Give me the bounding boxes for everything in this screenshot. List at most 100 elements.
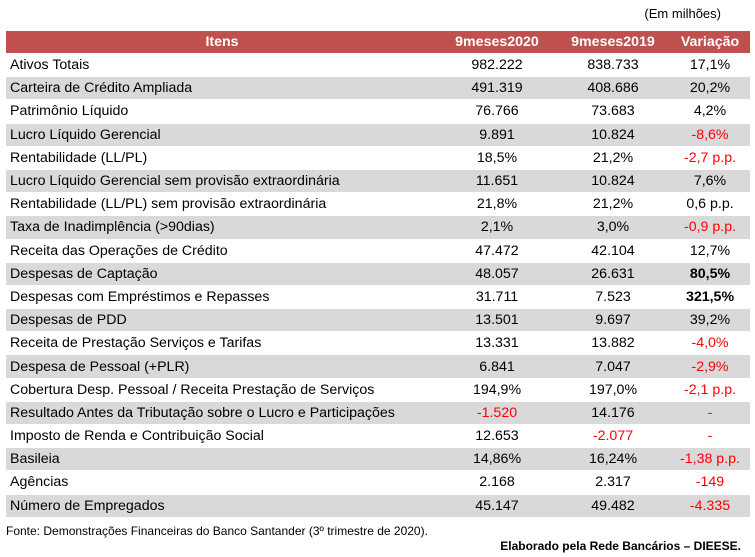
value-2019: 10.824 (556, 123, 670, 147)
row-label: Basileia (6, 447, 438, 472)
row-label: Lucro Líquido Gerencial sem provisão ext… (6, 169, 438, 194)
table-row: Carteira de Crédito Ampliada 491.319 408.6… (6, 76, 750, 101)
row-label: Resultado Antes da Tributação sobre o Lu… (6, 401, 438, 426)
value-2020: 21,8% (438, 192, 556, 217)
value-2020: 12.653 (438, 424, 556, 449)
table-row: Receita das Operações de Crédito 47.472 42… (6, 239, 750, 263)
row-label: Rentabilidade (LL/PL) sem provisão extra… (6, 192, 438, 217)
table-row: Taxa de Inadimplência (>90dias) 2,1% 3,0% -… (6, 215, 750, 240)
value-2020: 491.319 (438, 76, 556, 101)
table-row: Despesas de PDD 13.501 9.697 39,2% (6, 308, 750, 333)
value-variation: 80,5% (670, 262, 750, 286)
value-variation: -1,38 p.p. (670, 447, 750, 472)
value-2019: 838.733 (556, 53, 670, 78)
value-2019: 3,0% (556, 215, 670, 240)
row-label: Receita de Prestação Serviços e Tarifas (6, 331, 438, 356)
value-variation: 321,5% (670, 285, 750, 310)
value-2020: 13.501 (438, 308, 556, 333)
value-2019: 21,2% (556, 192, 670, 217)
row-label: Receita das Operações de Crédito (6, 239, 438, 263)
row-label: Lucro Líquido Gerencial (6, 123, 438, 147)
value-variation: 17,1% (670, 53, 750, 78)
value-2019: -2.077 (556, 424, 670, 449)
value-2019: 10.824 (556, 169, 670, 194)
source-note: Fonte: Demonstrações Financeiras do Banc… (6, 524, 428, 538)
value-2020: 18,5% (438, 146, 556, 170)
value-variation: -149 (670, 470, 750, 495)
row-label: Agências (6, 470, 438, 495)
value-variation: - (670, 401, 750, 426)
table-row: Rentabilidade (LL/PL) sem provisão extra… (6, 192, 750, 217)
table-row: Cobertura Desp. Pessoal / Receita Presta… (6, 378, 750, 402)
value-2019: 73.683 (556, 99, 670, 124)
value-2020: 194,9% (438, 378, 556, 402)
financial-table: Itens 9meses2020 9meses2019 Variação Ati… (6, 31, 750, 518)
row-label: Despesas com Empréstimos e Repasses (6, 285, 438, 310)
row-label: Rentabilidade (LL/PL) (6, 146, 438, 170)
value-2020: 9.891 (438, 123, 556, 147)
value-2019: 197,0% (556, 378, 670, 402)
value-2020: 14,86% (438, 447, 556, 472)
table-body: Ativos Totais 982.222 838.733 17,1% Carteira… (6, 53, 750, 518)
value-variation: -8,6% (670, 123, 750, 147)
value-2020: -1.520 (438, 401, 556, 426)
value-2019: 2.317 (556, 470, 670, 495)
header-variation: Variação (670, 31, 750, 54)
table-row: Lucro Líquido Gerencial sem provisão ext… (6, 169, 750, 194)
value-2019: 49.482 (556, 494, 670, 518)
credit-note: Elaborado pela Rede Bancários – DIEESE. (500, 539, 741, 553)
value-2020: 76.766 (438, 99, 556, 124)
value-variation: 7,6% (670, 169, 750, 194)
row-label: Carteira de Crédito Ampliada (6, 76, 438, 101)
header-2020: 9meses2020 (438, 31, 556, 54)
row-label: Despesas de Captação (6, 262, 438, 286)
row-label: Taxa de Inadimplência (>90dias) (6, 215, 438, 240)
unit-note: (Em milhões) (644, 6, 721, 21)
table-row: Patrimônio Líquido 76.766 73.683 4,2% (6, 99, 750, 124)
value-variation: 39,2% (670, 308, 750, 333)
value-variation: 12,7% (670, 239, 750, 263)
row-label: Número de Empregados (6, 494, 438, 518)
value-variation: 20,2% (670, 76, 750, 101)
table-header-row: Itens 9meses2020 9meses2019 Variação (6, 31, 750, 54)
value-variation: -2,7 p.p. (670, 146, 750, 170)
header-items: Itens (6, 31, 438, 54)
value-2019: 42.104 (556, 239, 670, 263)
table-row: Receita de Prestação Serviços e Tarifas 1… (6, 331, 750, 356)
table-row: Agências 2.168 2.317 -149 (6, 470, 750, 495)
row-label: Cobertura Desp. Pessoal / Receita Presta… (6, 378, 438, 402)
value-2019: 16,24% (556, 447, 670, 472)
table-row: Resultado Antes da Tributação sobre o Lu… (6, 401, 750, 426)
value-2019: 13.882 (556, 331, 670, 356)
value-variation: - (670, 424, 750, 449)
table-row: Despesa de Pessoal (+PLR) 6.841 7.047 -2,9% (6, 354, 750, 379)
value-2020: 6.841 (438, 354, 556, 379)
value-variation: -2,9% (670, 354, 750, 379)
row-label: Despesas de PDD (6, 308, 438, 333)
value-2019: 408.686 (556, 76, 670, 101)
value-2020: 47.472 (438, 239, 556, 263)
value-variation: -0,9 p.p. (670, 215, 750, 240)
value-2019: 7.047 (556, 354, 670, 379)
value-2019: 9.697 (556, 308, 670, 333)
value-2019: 26.631 (556, 262, 670, 286)
value-2020: 13.331 (438, 331, 556, 356)
row-label: Despesa de Pessoal (+PLR) (6, 354, 438, 379)
value-2019: 14.176 (556, 401, 670, 426)
table-row: Basileia 14,86% 16,24% -1,38 p.p. (6, 447, 750, 472)
row-label: Imposto de Renda e Contribuição Social (6, 424, 438, 449)
table-row: Rentabilidade (LL/PL) 18,5% 21,2% -2,7 p.p. (6, 146, 750, 170)
value-2020: 2.168 (438, 470, 556, 495)
value-2019: 7.523 (556, 285, 670, 310)
row-label: Patrimônio Líquido (6, 99, 438, 124)
table-row: Número de Empregados 45.147 49.482 -4.335 (6, 494, 750, 518)
table-row: Lucro Líquido Gerencial 9.891 10.824 -8,6% (6, 123, 750, 147)
value-variation: -4.335 (670, 494, 750, 518)
value-variation: -4,0% (670, 331, 750, 356)
value-variation: -2,1 p.p. (670, 378, 750, 402)
value-2020: 48.057 (438, 262, 556, 286)
value-2020: 11.651 (438, 169, 556, 194)
table-row: Despesas de Captação 48.057 26.631 80,5% (6, 262, 750, 286)
value-variation: 0,6 p.p. (670, 192, 750, 217)
value-2019: 21,2% (556, 146, 670, 170)
